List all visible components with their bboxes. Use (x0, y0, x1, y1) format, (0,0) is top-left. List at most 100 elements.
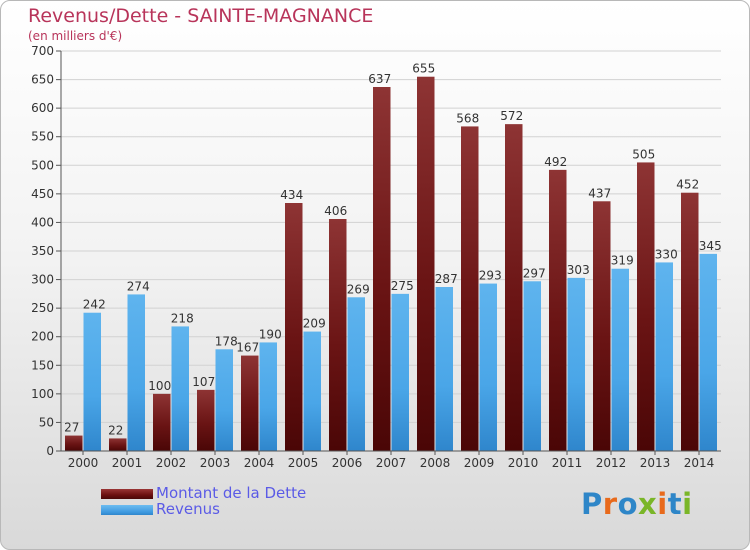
y-tick-label: 100 (31, 387, 54, 401)
bar-revenus (391, 293, 409, 451)
data-label: 434 (280, 188, 303, 202)
data-label: 437 (588, 186, 611, 200)
legend-swatch-debt (101, 489, 153, 499)
data-label: 27 (64, 421, 79, 435)
bar-revenus (215, 349, 233, 451)
data-label: 568 (456, 111, 479, 125)
x-tick-label: 2000 (68, 456, 99, 470)
bar-dette (373, 87, 391, 451)
data-label: 655 (412, 62, 435, 76)
x-tick-label: 2005 (288, 456, 319, 470)
data-label: 274 (127, 279, 150, 293)
data-label: 275 (391, 279, 414, 293)
bar-dette (417, 76, 435, 451)
bar-dette (681, 192, 699, 451)
y-tick-label: 250 (31, 301, 54, 315)
x-tick-label: 2012 (596, 456, 627, 470)
bar-dette (241, 355, 259, 451)
y-tick-label: 150 (31, 358, 54, 372)
x-tick-label: 2014 (684, 456, 715, 470)
x-tick-label: 2003 (200, 456, 231, 470)
data-label: 178 (215, 334, 238, 348)
data-label: 406 (324, 204, 347, 218)
y-tick-label: 400 (31, 215, 54, 229)
data-label: 107 (192, 375, 215, 389)
bar-revenus (259, 342, 277, 451)
data-label: 293 (479, 269, 502, 283)
data-label: 303 (567, 263, 590, 277)
data-label: 167 (236, 341, 259, 355)
x-tick-label: 2004 (244, 456, 275, 470)
x-tick-label: 2010 (508, 456, 539, 470)
data-label: 269 (347, 282, 370, 296)
logo-letter: o (617, 487, 639, 521)
y-tick-label: 50 (39, 415, 54, 429)
legend-label-debt: Montant de la Dette (156, 484, 307, 502)
x-tick-label: 2001 (112, 456, 143, 470)
y-tick-label: 500 (31, 158, 54, 172)
y-tick-label: 450 (31, 187, 54, 201)
bar-revenus (523, 281, 541, 451)
y-tick-label: 350 (31, 244, 54, 258)
bar-dette (329, 219, 347, 451)
bar-dette (637, 162, 655, 451)
y-tick-label: 0 (46, 444, 54, 458)
bar-dette (505, 124, 523, 452)
bar-dette (461, 126, 479, 451)
chart-title: Revenus/Dette - SAINTE-MAGNANCE (28, 5, 374, 27)
data-label: 505 (632, 147, 655, 161)
bar-revenus (479, 283, 497, 451)
data-label: 345 (699, 239, 722, 253)
bar-revenus (655, 262, 673, 451)
x-tick-label: 2013 (640, 456, 671, 470)
data-label: 218 (171, 311, 194, 325)
y-tick-label: 700 (31, 44, 54, 58)
proxiti-logo: Proxiti (581, 487, 693, 521)
data-label: 637 (368, 72, 391, 86)
x-tick-label: 2006 (332, 456, 363, 470)
bar-revenus (171, 326, 189, 451)
data-label: 572 (500, 109, 523, 123)
y-tick-label: 300 (31, 273, 54, 287)
data-label: 452 (676, 178, 699, 192)
data-label: 330 (655, 247, 678, 261)
data-label: 319 (611, 254, 634, 268)
bar-dette (549, 169, 567, 451)
x-tick-label: 2002 (156, 456, 187, 470)
logo-letter: i (682, 487, 693, 521)
data-label: 297 (523, 266, 546, 280)
x-tick-label: 2008 (420, 456, 451, 470)
legend-label-revenue: Revenus (156, 500, 220, 518)
y-tick-label: 600 (31, 101, 54, 115)
bar-dette (593, 201, 611, 451)
x-tick-label: 2011 (552, 456, 583, 470)
bar-dette (65, 435, 83, 451)
y-tick-label: 550 (31, 130, 54, 144)
bar-revenus (127, 294, 145, 451)
data-label: 190 (259, 327, 282, 341)
y-tick-label: 200 (31, 330, 54, 344)
bar-dette (197, 389, 215, 451)
legend-swatch-revenue (101, 505, 153, 515)
bar-revenus (435, 287, 453, 451)
logo-letter: P (581, 487, 603, 521)
bar-revenus (699, 253, 717, 451)
logo-letter: r (602, 487, 618, 521)
logo-letter: x (638, 487, 658, 521)
chart-subtitle: (en milliers d'€) (28, 29, 123, 43)
bar-revenus (83, 312, 101, 451)
data-label: 209 (303, 317, 326, 331)
bar-dette (109, 438, 127, 451)
bar-revenus (567, 277, 585, 451)
logo-letter: i (657, 487, 668, 521)
y-tick-label: 650 (31, 73, 54, 87)
x-tick-label: 2007 (376, 456, 407, 470)
data-label: 287 (435, 272, 458, 286)
data-label: 100 (148, 379, 171, 393)
logo-letter: t (667, 487, 683, 521)
data-label: 492 (544, 155, 567, 169)
bar-revenus (347, 297, 365, 451)
bar-dette (153, 393, 171, 451)
